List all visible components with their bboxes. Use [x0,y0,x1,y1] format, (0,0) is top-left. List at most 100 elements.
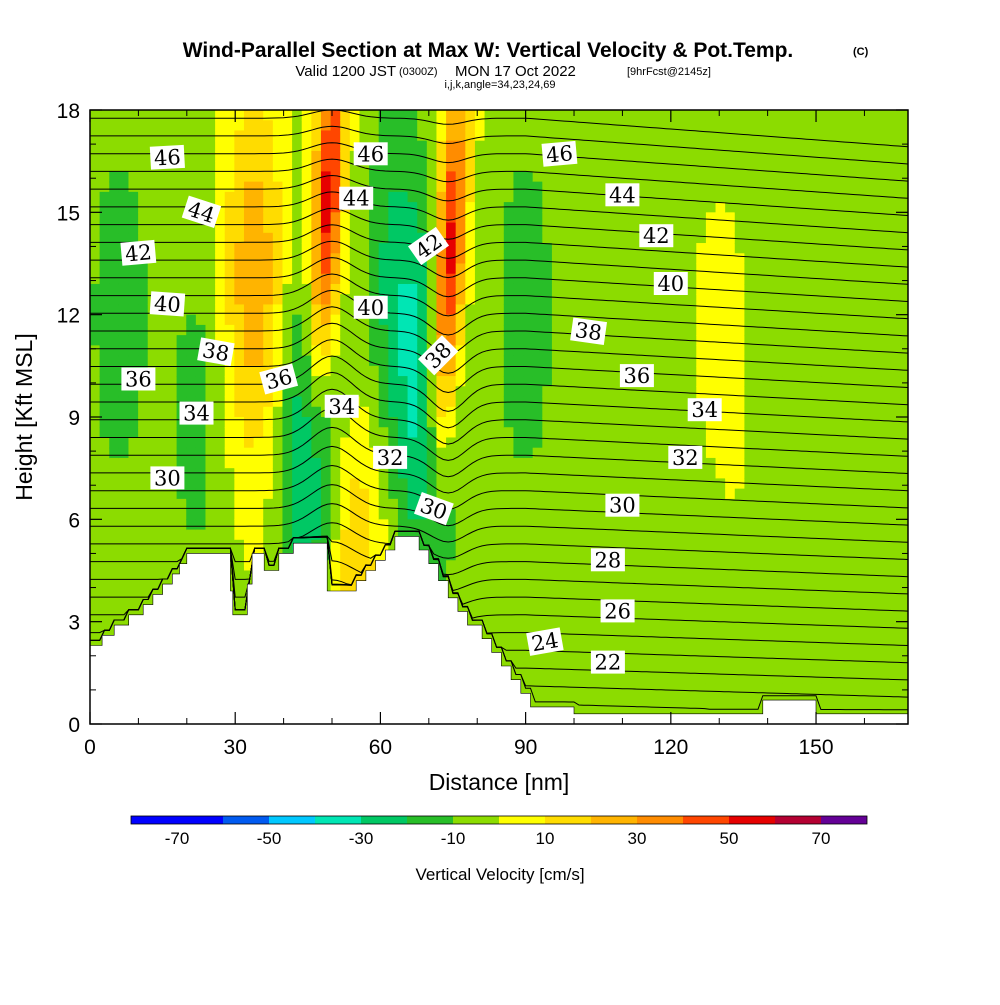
velocity-cell [802,580,813,592]
velocity-cell [234,498,245,510]
velocity-cell [397,171,409,183]
velocity-cell [696,120,707,132]
velocity-cell [369,365,380,377]
velocity-cell [272,171,284,183]
velocity-cell [542,110,553,121]
velocity-cell [840,406,851,418]
velocity-cell [474,406,486,418]
velocity-cell [388,212,399,224]
velocity-cell [215,478,226,490]
velocity-cell [523,365,534,377]
velocity-cell [725,590,736,602]
velocity-cell [234,335,245,346]
velocity-cell [455,601,466,613]
velocity-cell [243,243,255,254]
velocity-cell [773,447,784,459]
velocity-cell [773,365,784,377]
velocity-cell [417,181,428,193]
velocity-cell [782,140,794,152]
velocity-cell [773,191,784,203]
velocity-cell [215,181,226,193]
velocity-cell [619,263,630,275]
velocity-cell [590,447,601,459]
velocity-cell [340,150,351,162]
velocity-cell [725,376,736,387]
velocity-cell [831,631,842,643]
velocity-cell [850,294,861,306]
velocity-cell [667,314,678,326]
velocity-cell [513,222,524,234]
velocity-cell [157,243,168,254]
velocity-cell [90,529,101,541]
velocity-cell [628,406,640,418]
velocity-cell [638,509,649,520]
velocity-cell [340,161,351,172]
velocity-cell [600,437,611,449]
velocity-cell [744,120,755,132]
velocity-cell [782,642,794,653]
velocity-cell [455,304,466,316]
velocity-cell [224,417,235,428]
velocity-cell [821,417,832,428]
velocity-cell [484,191,495,203]
velocity-cell [840,642,851,653]
velocity-cell [118,447,130,459]
velocity-cell [571,191,582,203]
velocity-cell [426,417,438,428]
velocity-cell [513,345,524,357]
velocity-cell [821,386,832,398]
velocity-cell [773,652,784,664]
velocity-cell [320,120,332,132]
velocity-cell [879,314,890,326]
velocity-cell [128,488,139,500]
velocity-cell [677,202,688,213]
velocity-cell [128,447,139,459]
velocity-cell [734,693,745,705]
velocity-cell [474,283,486,295]
velocity-cell [571,171,582,183]
velocity-cell [474,427,486,439]
velocity-cell [455,130,466,142]
velocity-cell [494,263,505,275]
velocity-cell [571,590,582,602]
velocity-cell [109,191,120,203]
velocity-cell [879,212,890,224]
velocity-cell [109,590,120,602]
velocity-cell [763,120,774,132]
velocity-cell [243,519,255,531]
velocity-cell [725,652,736,664]
velocity-cell [782,631,794,643]
velocity-cell [715,693,726,705]
velocity-cell [782,693,794,705]
velocity-cell [282,396,293,408]
velocity-cell [147,222,158,234]
velocity-cell [744,202,755,213]
velocity-cell [263,468,274,479]
velocity-cell [330,437,341,449]
velocity-cell [301,130,312,142]
velocity-cell [474,324,486,336]
velocity-cell [628,273,640,285]
velocity-cell [609,212,620,224]
velocity-cell [282,468,293,479]
velocity-cell [99,529,110,541]
velocity-cell [821,263,832,275]
velocity-cell [118,478,130,490]
velocity-cell [677,683,688,694]
velocity-cell [561,324,572,336]
velocity-cell [879,539,890,551]
velocity-cell [648,335,659,346]
velocity-cell [561,202,572,213]
velocity-cell [465,324,476,336]
velocity-cell [734,427,745,439]
velocity-cell [773,222,784,234]
velocity-cell [859,406,871,418]
velocity-cell [474,191,486,203]
velocity-cell [657,601,669,613]
velocity-cell [397,294,409,306]
velocity-cell [157,345,168,357]
velocity-cell [205,324,216,336]
velocity-cell [859,529,871,541]
velocity-cell [792,120,803,132]
velocity-cell [657,703,669,715]
